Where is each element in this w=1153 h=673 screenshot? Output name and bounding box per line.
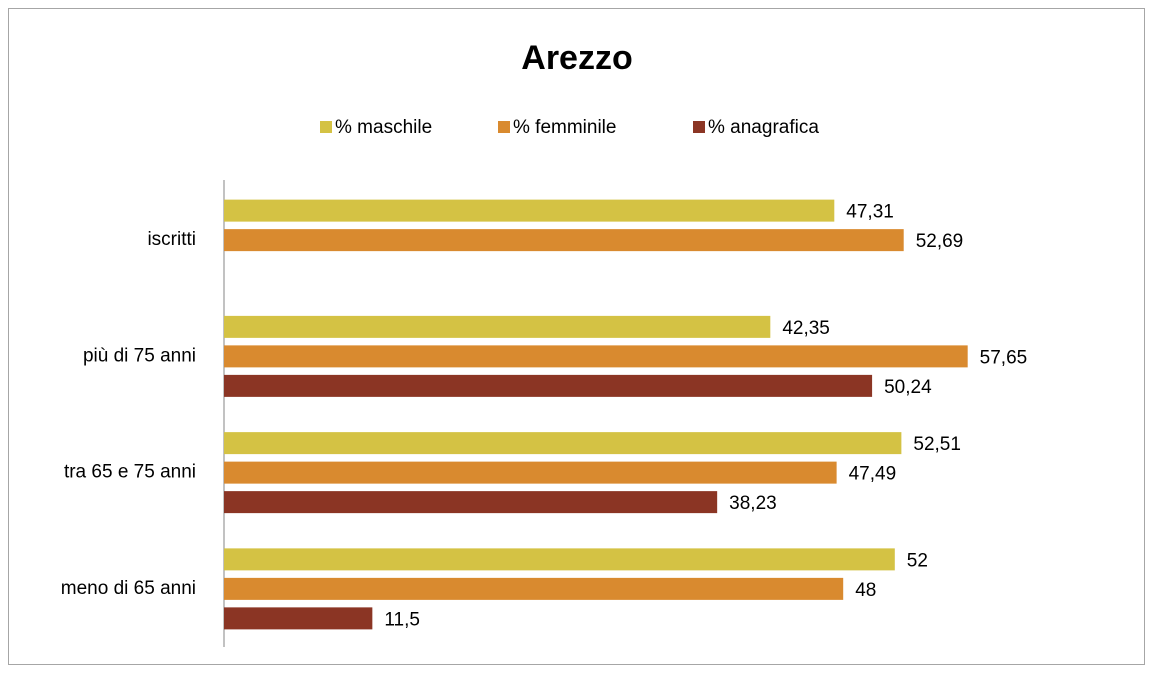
value-label: 48: [855, 580, 876, 601]
y-tick-label: più di 75 anni: [83, 345, 196, 366]
value-label: 50,24: [884, 377, 932, 398]
bar: [224, 607, 373, 630]
bar: [224, 199, 835, 222]
value-label: 52,69: [916, 231, 964, 252]
bar: [224, 374, 873, 397]
legend-label: % anagrafica: [708, 117, 819, 138]
legend-label: % femminile: [513, 117, 616, 138]
legend-swatch: [320, 121, 332, 133]
value-label: 42,35: [782, 318, 830, 339]
y-tick-label: iscritti: [147, 229, 196, 250]
bar: [224, 491, 718, 514]
value-label: 38,23: [729, 493, 777, 514]
value-label: 52,51: [913, 434, 961, 455]
bar: [224, 577, 844, 600]
bar: [224, 461, 837, 484]
legend-swatch: [693, 121, 705, 133]
value-label: 47,31: [846, 202, 894, 223]
chart-title: Arezzo: [521, 39, 632, 77]
bar: [224, 432, 902, 455]
value-label: 52: [907, 550, 928, 571]
bar: [224, 229, 904, 252]
value-label: 11,5: [384, 609, 420, 630]
bar: [224, 548, 895, 571]
y-tick-label: tra 65 e 75 anni: [64, 462, 196, 483]
legend-label: % maschile: [335, 117, 432, 138]
legend-swatch: [498, 121, 510, 133]
y-tick-label: meno di 65 anni: [61, 578, 196, 599]
bar: [224, 315, 771, 338]
value-label: 47,49: [849, 464, 897, 485]
value-label: 57,65: [980, 347, 1028, 368]
bar: [224, 345, 968, 368]
